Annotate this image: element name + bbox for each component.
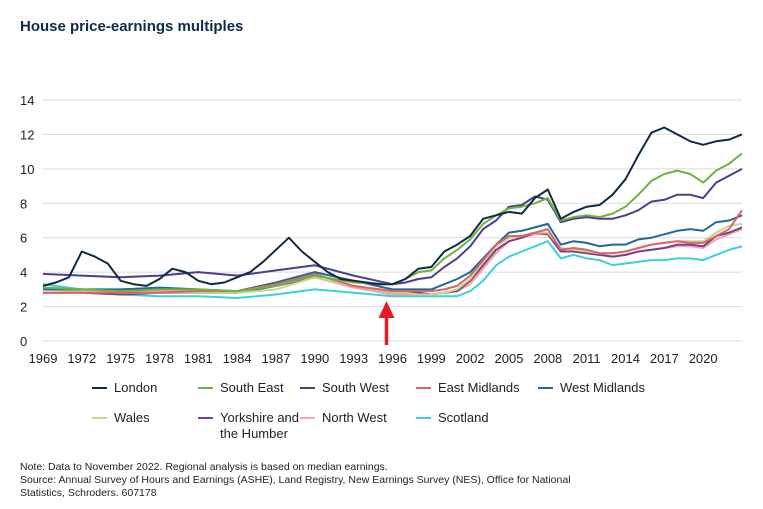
legend-swatch	[92, 417, 107, 419]
legend-swatch	[92, 387, 107, 389]
legend-label: North West	[322, 410, 387, 425]
y-tick-label: 14	[20, 93, 34, 108]
legend-item: South West	[300, 380, 418, 396]
legend-label: London	[114, 380, 158, 395]
legend-item: Scotland	[416, 410, 534, 426]
legend-label: East Midlands	[438, 380, 520, 395]
source-line-continued: Statistics, Schroders. 607178	[20, 487, 157, 499]
gridlines	[43, 99, 742, 342]
x-tick-label: 1972	[67, 351, 96, 366]
legend-label: South East	[220, 380, 284, 395]
legend-item: London	[92, 380, 210, 396]
legend-item: North West	[300, 410, 418, 426]
legend-item: Yorkshire and the Humber	[198, 410, 310, 442]
note-line: Note: Data to November 2022. Regional an…	[20, 461, 388, 473]
x-tick-label: 2017	[650, 351, 679, 366]
x-tick-label: 1978	[145, 351, 174, 366]
arrow-head	[378, 301, 395, 318]
x-tick-label: 1975	[106, 351, 135, 366]
x-axis-ticks: 1969 1972 1975 1978 1981 1984 1987 1990 1993 1996…	[29, 351, 718, 366]
legend-item: South East	[198, 380, 316, 396]
legend-label: Yorkshire and the Humber	[220, 410, 300, 441]
x-tick-label: 2014	[611, 351, 640, 366]
y-tick-label: 4	[20, 265, 27, 280]
source-line: Source: Annual Survey of Hours and Earni…	[20, 474, 571, 486]
series-line-south-east	[42, 152, 743, 293]
legend-swatch	[300, 417, 315, 419]
legend-swatch	[300, 387, 315, 389]
y-tick-label: 8	[20, 196, 27, 211]
series-line-london	[42, 126, 743, 287]
annotation-arrow	[378, 301, 395, 345]
y-tick-label: 0	[20, 334, 27, 349]
series-line-west-midlands	[43, 214, 743, 293]
x-tick-label: 1969	[29, 351, 58, 366]
y-tick-label: 2	[20, 300, 27, 315]
x-tick-label: 1987	[262, 351, 291, 366]
legend-swatch	[416, 387, 431, 389]
y-tick-label: 12	[20, 127, 34, 142]
x-tick-label: 1999	[417, 351, 446, 366]
y-tick-label: 10	[20, 162, 34, 177]
legend-item: Wales	[92, 410, 210, 426]
chart-title: House price-earnings multiples	[20, 18, 244, 35]
legend-swatch	[538, 387, 553, 389]
legend-item: East Midlands	[416, 380, 534, 396]
y-axis-ticks: 0 2 4 6 8 10 12 14	[20, 93, 34, 349]
x-tick-label: 1984	[223, 351, 252, 366]
legend-item: West Midlands	[538, 380, 656, 396]
x-tick-label: 2020	[689, 351, 718, 366]
chart-note: Note: Data to November 2022. Regional an…	[20, 461, 640, 500]
series-lines	[42, 126, 743, 299]
y-tick-label: 6	[20, 231, 27, 246]
x-tick-label: 2011	[573, 351, 601, 366]
legend-swatch	[198, 387, 213, 389]
x-tick-label: 1981	[184, 351, 213, 366]
series-line-south-west	[42, 168, 743, 286]
legend-label: Wales	[114, 410, 150, 425]
x-tick-label: 1990	[300, 351, 329, 366]
x-tick-label: 2008	[533, 351, 562, 366]
x-tick-label: 2005	[495, 351, 524, 366]
series-line-scotland	[42, 240, 743, 299]
series-line-east-midlands	[43, 209, 743, 294]
x-tick-label: 1996	[378, 351, 407, 366]
x-tick-label: 2002	[456, 351, 485, 366]
legend-swatch	[416, 417, 431, 419]
legend-label: West Midlands	[560, 380, 646, 395]
x-tick-label: 1993	[339, 351, 368, 366]
legend-label: South West	[322, 380, 389, 395]
legend-swatch	[198, 417, 213, 419]
legend-label: Scotland	[438, 410, 489, 425]
